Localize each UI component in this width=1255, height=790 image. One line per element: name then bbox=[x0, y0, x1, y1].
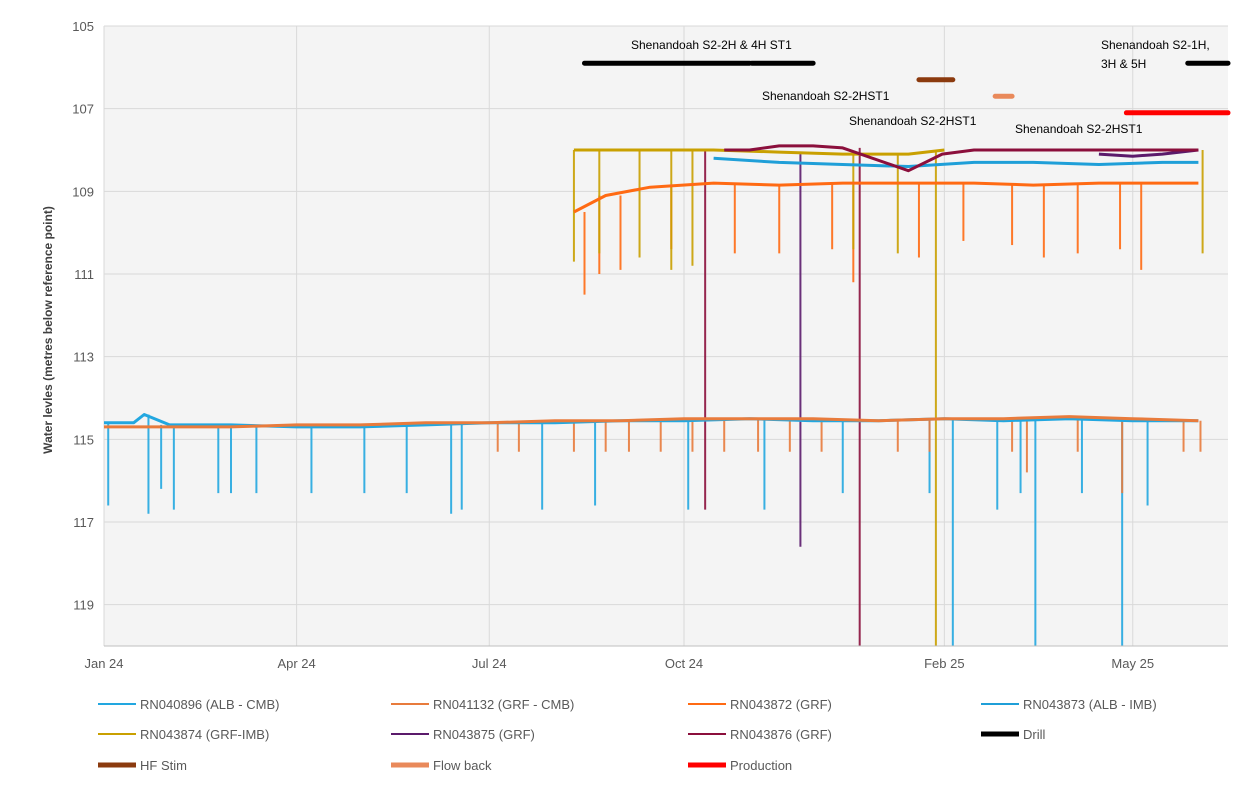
series-line-rn043872-grf bbox=[573, 181, 1199, 214]
legend-label: RN041132 (GRF - CMB) bbox=[433, 697, 574, 712]
x-tick-label: May 25 bbox=[1111, 656, 1154, 671]
y-tick-label: 115 bbox=[73, 432, 94, 447]
x-tick-label: Jan 24 bbox=[84, 656, 123, 671]
y-tick-label: 107 bbox=[72, 102, 94, 117]
annotation-label: Shenandoah S2-1H, bbox=[1101, 38, 1210, 52]
y-tick-label: 105 bbox=[72, 19, 94, 34]
axes: 105 107 109 111 113 115 117 119 Jan 24 Apr 24 Jul … bbox=[72, 19, 1228, 671]
series-line-rn041132-grf-cmb bbox=[104, 415, 1199, 429]
y-tick-label: 109 bbox=[72, 184, 94, 199]
annotation-label: Shenandoah S2-2HST1 bbox=[1015, 122, 1143, 136]
spike-layer bbox=[107, 147, 1204, 646]
series-layer bbox=[104, 144, 1199, 429]
x-tick-label: Jul 24 bbox=[472, 656, 507, 671]
y-tick-label: 111 bbox=[74, 267, 94, 282]
legend: RN040896 (ALB - CMB) RN041132 (GRF - CMB)… bbox=[98, 697, 1157, 773]
annotation-label: Shenandoah S2-2HST1 bbox=[849, 114, 977, 128]
x-tick-label: Apr 24 bbox=[277, 656, 315, 671]
x-tick-label: Feb 25 bbox=[924, 656, 964, 671]
legend-label: RN043875 (GRF) bbox=[433, 727, 535, 742]
legend-label: Flow back bbox=[433, 758, 492, 773]
series-line-rn043875-grf bbox=[1098, 148, 1199, 158]
y-tick-label: 119 bbox=[73, 598, 94, 613]
x-tick-label: Oct 24 bbox=[665, 656, 703, 671]
legend-label: Production bbox=[730, 758, 792, 773]
plot-area bbox=[104, 26, 1228, 646]
legend-label: RN043874 (GRF-IMB) bbox=[140, 727, 269, 742]
legend-label: Drill bbox=[1023, 727, 1045, 742]
y-tick-label: 113 bbox=[73, 350, 94, 365]
y-tick-label: 117 bbox=[73, 515, 94, 530]
annotations: Shenandoah S2-2H & 4H ST1 Shenandoah S2-2… bbox=[631, 38, 1210, 136]
y-axis-label: Water levles (metres below reference poi… bbox=[41, 206, 55, 454]
grid bbox=[103, 25, 1228, 646]
annotation-label: Shenandoah S2-2HST1 bbox=[762, 89, 890, 103]
annotation-label: Shenandoah S2-2H & 4H ST1 bbox=[631, 38, 792, 52]
legend-label: HF Stim bbox=[140, 758, 187, 773]
series-line-rn043873-alb-imb bbox=[713, 156, 1199, 168]
annotation-label: 3H & 5H bbox=[1101, 57, 1146, 71]
legend-label: RN043873 (ALB - IMB) bbox=[1023, 697, 1157, 712]
legend-label: RN043876 (GRF) bbox=[730, 727, 832, 742]
series-line-rn043876-grf bbox=[724, 144, 1199, 173]
legend-label: RN043872 (GRF) bbox=[730, 697, 832, 712]
event-bars bbox=[582, 60, 1231, 116]
legend-label: RN040896 (ALB - CMB) bbox=[140, 697, 279, 712]
